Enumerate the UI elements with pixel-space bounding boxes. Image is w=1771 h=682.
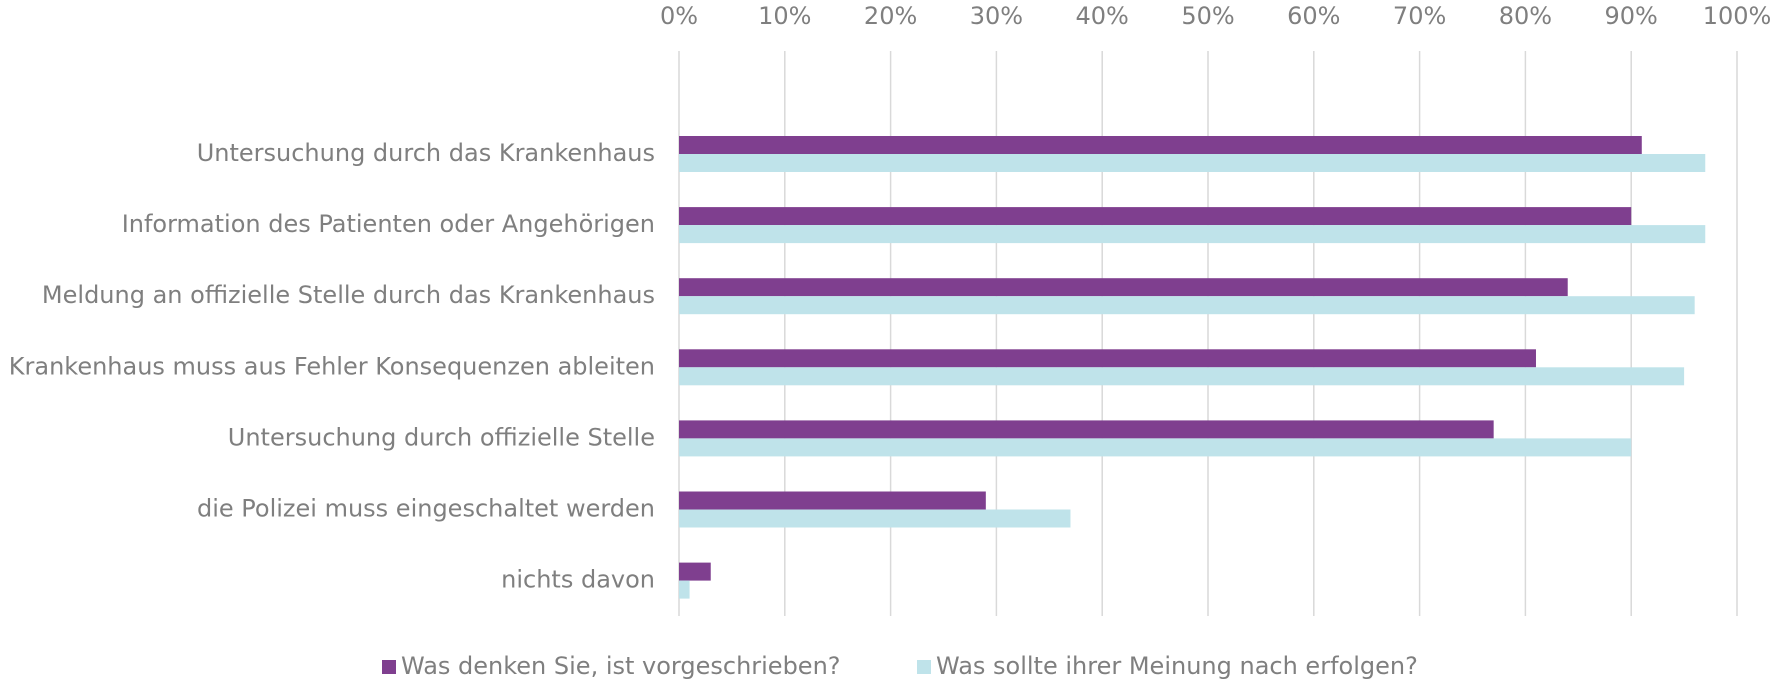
- x-tick-label: 0%: [660, 2, 698, 30]
- x-tick-label: 40%: [1076, 2, 1129, 30]
- bar: [679, 154, 1706, 172]
- legend-swatch: [917, 660, 931, 674]
- legend-swatch: [382, 660, 396, 674]
- y-tick-label: Untersuchung durch offizielle Stelle: [228, 423, 655, 451]
- bar: [679, 420, 1494, 439]
- y-tick-label: Information des Patienten oder Angehörig…: [122, 210, 655, 238]
- bar: [679, 207, 1632, 226]
- x-tick-label: 10%: [758, 2, 811, 30]
- legend-label: Was denken Sie, ist vorgeschrieben?: [401, 652, 841, 680]
- bar: [679, 367, 1685, 386]
- y-tick-label: Untersuchung durch das Krankenhaus: [197, 139, 655, 167]
- legend-label: Was sollte ihrer Meinung nach erfolgen?: [936, 652, 1418, 680]
- y-tick-label: nichts davon: [501, 566, 655, 594]
- bar: [679, 562, 711, 581]
- bar: [679, 580, 690, 599]
- x-tick-label: 50%: [1181, 2, 1234, 30]
- x-tick-label: 60%: [1287, 2, 1340, 30]
- bar: [679, 225, 1706, 244]
- bar: [679, 136, 1642, 154]
- bar: [679, 296, 1695, 315]
- bar: [679, 509, 1071, 528]
- bar: [679, 278, 1568, 297]
- y-tick-label: Meldung an offizielle Stelle durch das K…: [42, 281, 655, 309]
- x-tick-label: 70%: [1393, 2, 1446, 30]
- y-tick-label: die Polizei muss eingeschaltet werden: [197, 495, 655, 523]
- x-tick-label: 20%: [864, 2, 917, 30]
- y-tick-label: Krankenhaus muss aus Fehler Konsequenzen…: [9, 352, 655, 380]
- bar: [679, 349, 1536, 368]
- x-tick-label: 30%: [970, 2, 1023, 30]
- x-tick-label: 100%: [1703, 2, 1771, 30]
- x-tick-label: 90%: [1605, 2, 1658, 30]
- bar: [679, 438, 1632, 457]
- x-tick-label: 80%: [1499, 2, 1552, 30]
- bar: [679, 491, 986, 510]
